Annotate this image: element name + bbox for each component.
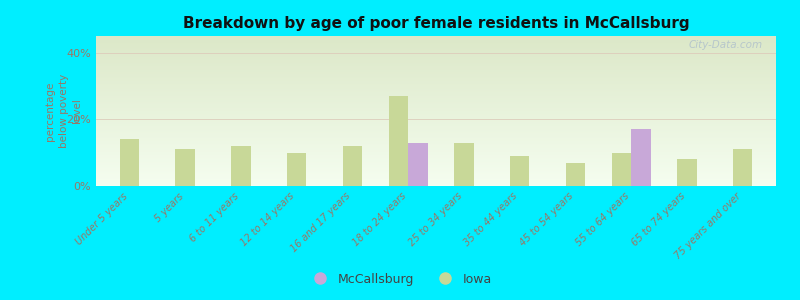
Bar (231, 146, 250, 186)
Bar (510, 156, 530, 186)
Text: City-Data.com: City-Data.com (688, 40, 762, 50)
Bar (733, 149, 752, 186)
Bar (287, 153, 306, 186)
Title: Breakdown by age of poor female residents in McCallsburg: Breakdown by age of poor female resident… (182, 16, 690, 31)
Bar (677, 159, 697, 186)
Bar (408, 143, 428, 186)
Bar (566, 163, 585, 186)
Bar (120, 139, 139, 186)
Y-axis label: percentage
below poverty
level: percentage below poverty level (46, 74, 82, 148)
Bar (342, 146, 362, 186)
Bar (454, 143, 474, 186)
Legend: McCallsburg, Iowa: McCallsburg, Iowa (303, 268, 497, 291)
Bar (631, 129, 650, 186)
Bar (389, 96, 408, 186)
Bar (611, 153, 631, 186)
Bar (175, 149, 195, 186)
